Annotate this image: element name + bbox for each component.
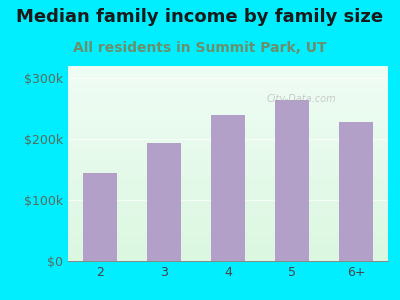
Bar xyxy=(147,143,181,261)
Text: Median family income by family size: Median family income by family size xyxy=(16,8,384,26)
Bar xyxy=(339,122,373,261)
Bar xyxy=(211,115,245,261)
Text: City-Data.com: City-Data.com xyxy=(266,94,336,104)
Text: All residents in Summit Park, UT: All residents in Summit Park, UT xyxy=(73,40,327,55)
Bar xyxy=(83,172,117,261)
Bar xyxy=(275,100,309,261)
